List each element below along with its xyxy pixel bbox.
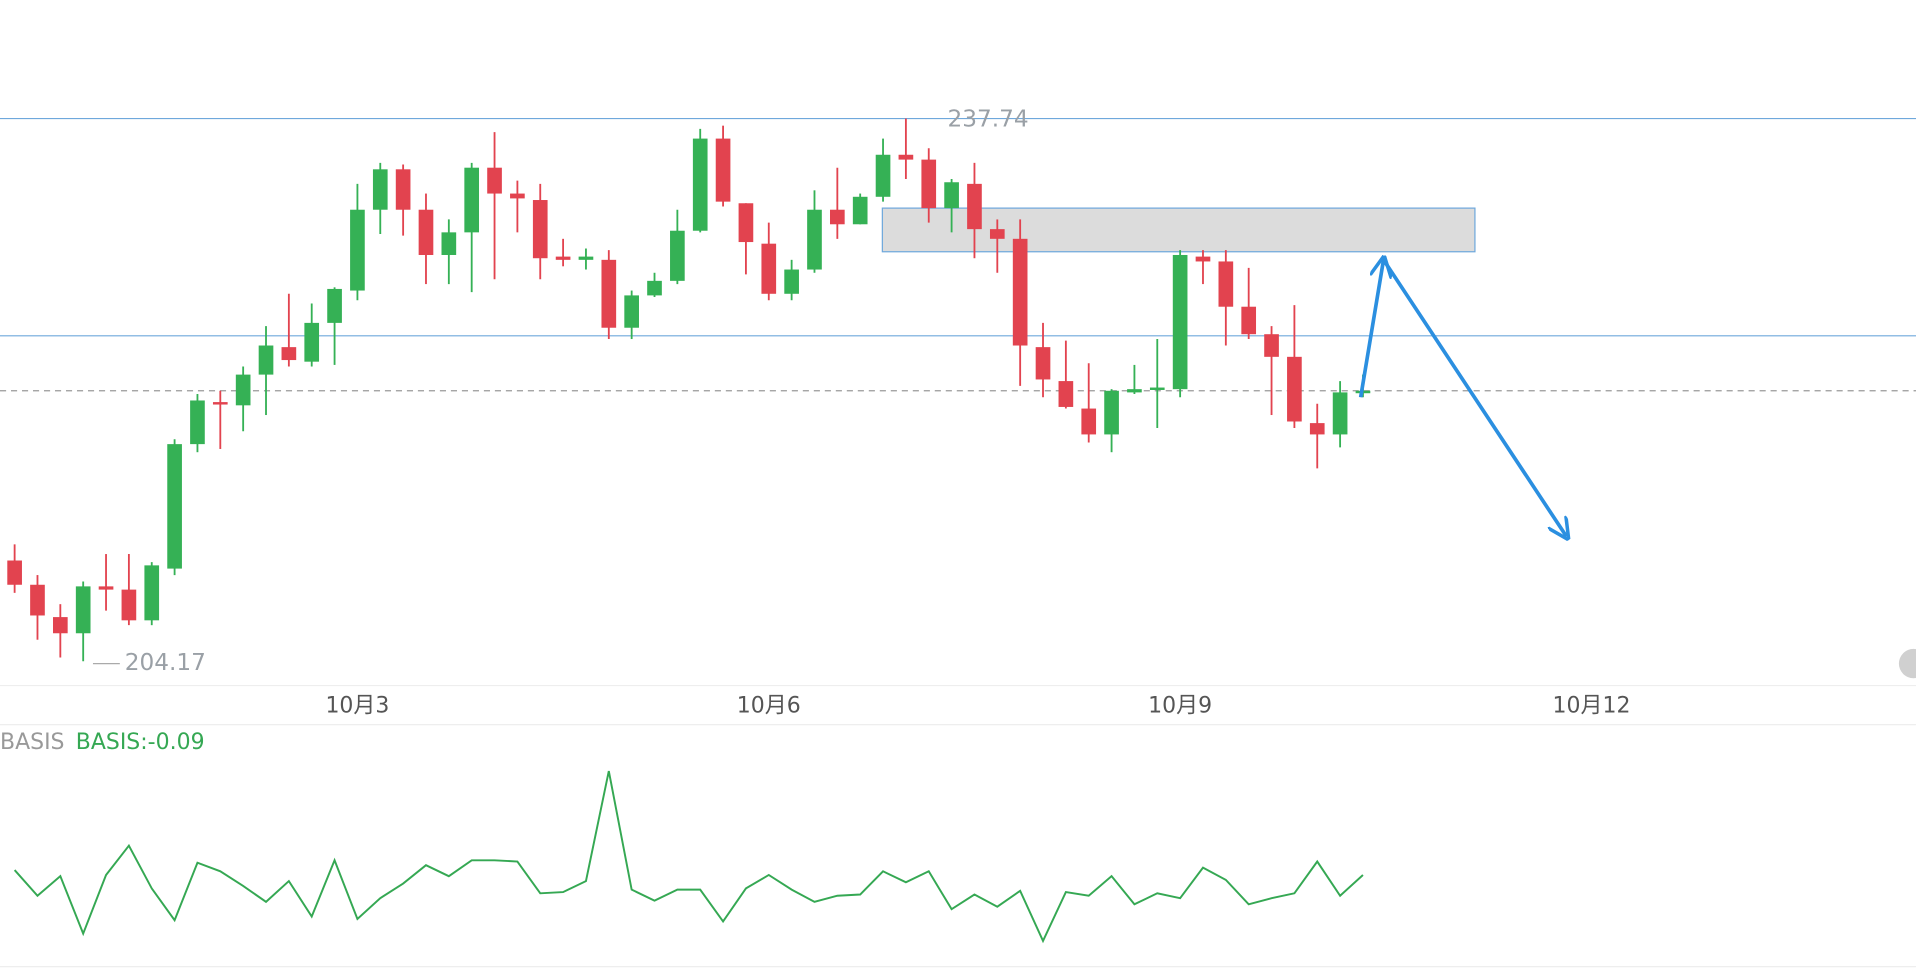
candle-body xyxy=(281,347,297,361)
candle-body xyxy=(601,259,617,328)
candle-body xyxy=(464,167,480,233)
candle-body xyxy=(692,138,708,231)
candle-body xyxy=(212,402,228,405)
candle-body xyxy=(1264,334,1279,357)
candle-body xyxy=(395,169,411,210)
candle-body xyxy=(1081,408,1097,435)
indicator-line xyxy=(13,770,1364,944)
candle-body xyxy=(852,196,868,225)
candle-body xyxy=(1012,238,1028,346)
candle-body xyxy=(258,345,274,375)
candle-body xyxy=(1104,390,1119,435)
candle-body xyxy=(738,203,754,243)
candle-body xyxy=(235,374,251,406)
candle-body xyxy=(784,269,799,294)
candle-body xyxy=(921,159,937,209)
high-label: 237.74 xyxy=(947,105,1028,132)
candle-body xyxy=(1058,381,1074,407)
low-label: 204.17 xyxy=(125,649,206,676)
candle-body xyxy=(30,584,45,616)
candle-body xyxy=(327,288,342,323)
candle-body xyxy=(190,400,205,445)
candle-body xyxy=(487,167,502,194)
candle-body xyxy=(98,586,114,590)
x-tick-label: 10月12 xyxy=(1553,693,1631,718)
candle-body xyxy=(53,617,68,634)
candle-body xyxy=(304,322,320,362)
candle-body xyxy=(761,243,777,294)
candle-body xyxy=(555,256,571,260)
arrow-head xyxy=(1361,260,1384,397)
candle-body xyxy=(578,256,594,260)
candle-body xyxy=(144,565,160,621)
candle-body xyxy=(75,586,91,634)
candle-body xyxy=(1332,392,1348,435)
candle-body xyxy=(372,169,388,210)
candle-body xyxy=(647,280,662,296)
candle-body xyxy=(532,200,548,259)
candle-body xyxy=(7,560,22,585)
candle-body xyxy=(350,209,365,291)
indicator-name: BASIS xyxy=(0,730,65,755)
candle-body xyxy=(989,229,1005,239)
candle-body xyxy=(1309,423,1325,435)
candle-body xyxy=(418,209,434,255)
candle-body xyxy=(624,295,639,328)
candle-body xyxy=(441,232,457,255)
candle-body xyxy=(1035,347,1051,380)
candle-body xyxy=(121,589,137,621)
x-tick-label: 10月9 xyxy=(1148,693,1212,718)
scroll-button[interactable] xyxy=(1898,648,1916,679)
candle-body xyxy=(944,182,959,209)
candle-body xyxy=(875,154,891,197)
trend-arrow xyxy=(1358,254,1568,538)
candle-body xyxy=(670,230,685,281)
candle-body xyxy=(967,183,982,230)
x-tick-label: 10月6 xyxy=(737,693,801,718)
candle-body xyxy=(1149,387,1165,390)
candle-body xyxy=(807,209,822,270)
candle-body xyxy=(167,444,182,569)
arrow-head xyxy=(1384,260,1567,536)
indicator-value: BASIS:-0.09 xyxy=(76,730,205,755)
candle-body xyxy=(1218,261,1234,307)
candle-body xyxy=(1287,356,1302,422)
candle-body xyxy=(715,138,731,202)
candle-body xyxy=(1195,256,1211,262)
candle-body xyxy=(830,209,845,225)
candle-body xyxy=(898,154,914,160)
candle-body xyxy=(1172,254,1188,390)
candle-body xyxy=(1241,306,1257,335)
x-tick-label: 10月3 xyxy=(325,693,389,718)
candle-body xyxy=(1127,389,1142,393)
candle-body xyxy=(510,193,525,199)
